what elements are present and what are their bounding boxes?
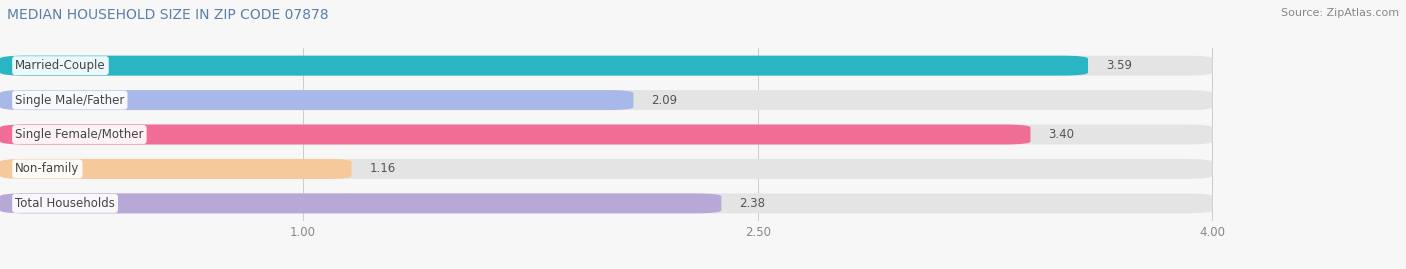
Text: Single Female/Mother: Single Female/Mother	[15, 128, 143, 141]
FancyBboxPatch shape	[0, 159, 1212, 179]
FancyBboxPatch shape	[0, 125, 1031, 144]
Text: 3.59: 3.59	[1107, 59, 1132, 72]
Text: Total Households: Total Households	[15, 197, 115, 210]
Text: 2.38: 2.38	[740, 197, 765, 210]
Text: 1.16: 1.16	[370, 162, 396, 175]
Text: Source: ZipAtlas.com: Source: ZipAtlas.com	[1281, 8, 1399, 18]
FancyBboxPatch shape	[0, 159, 352, 179]
FancyBboxPatch shape	[0, 193, 721, 213]
FancyBboxPatch shape	[0, 90, 634, 110]
FancyBboxPatch shape	[0, 125, 1212, 144]
FancyBboxPatch shape	[0, 193, 1212, 213]
Text: Non-family: Non-family	[15, 162, 80, 175]
FancyBboxPatch shape	[0, 56, 1212, 76]
FancyBboxPatch shape	[0, 56, 1088, 76]
FancyBboxPatch shape	[0, 90, 1212, 110]
Text: MEDIAN HOUSEHOLD SIZE IN ZIP CODE 07878: MEDIAN HOUSEHOLD SIZE IN ZIP CODE 07878	[7, 8, 329, 22]
Text: 3.40: 3.40	[1049, 128, 1074, 141]
Text: 2.09: 2.09	[651, 94, 678, 107]
Text: Married-Couple: Married-Couple	[15, 59, 105, 72]
Text: Single Male/Father: Single Male/Father	[15, 94, 125, 107]
